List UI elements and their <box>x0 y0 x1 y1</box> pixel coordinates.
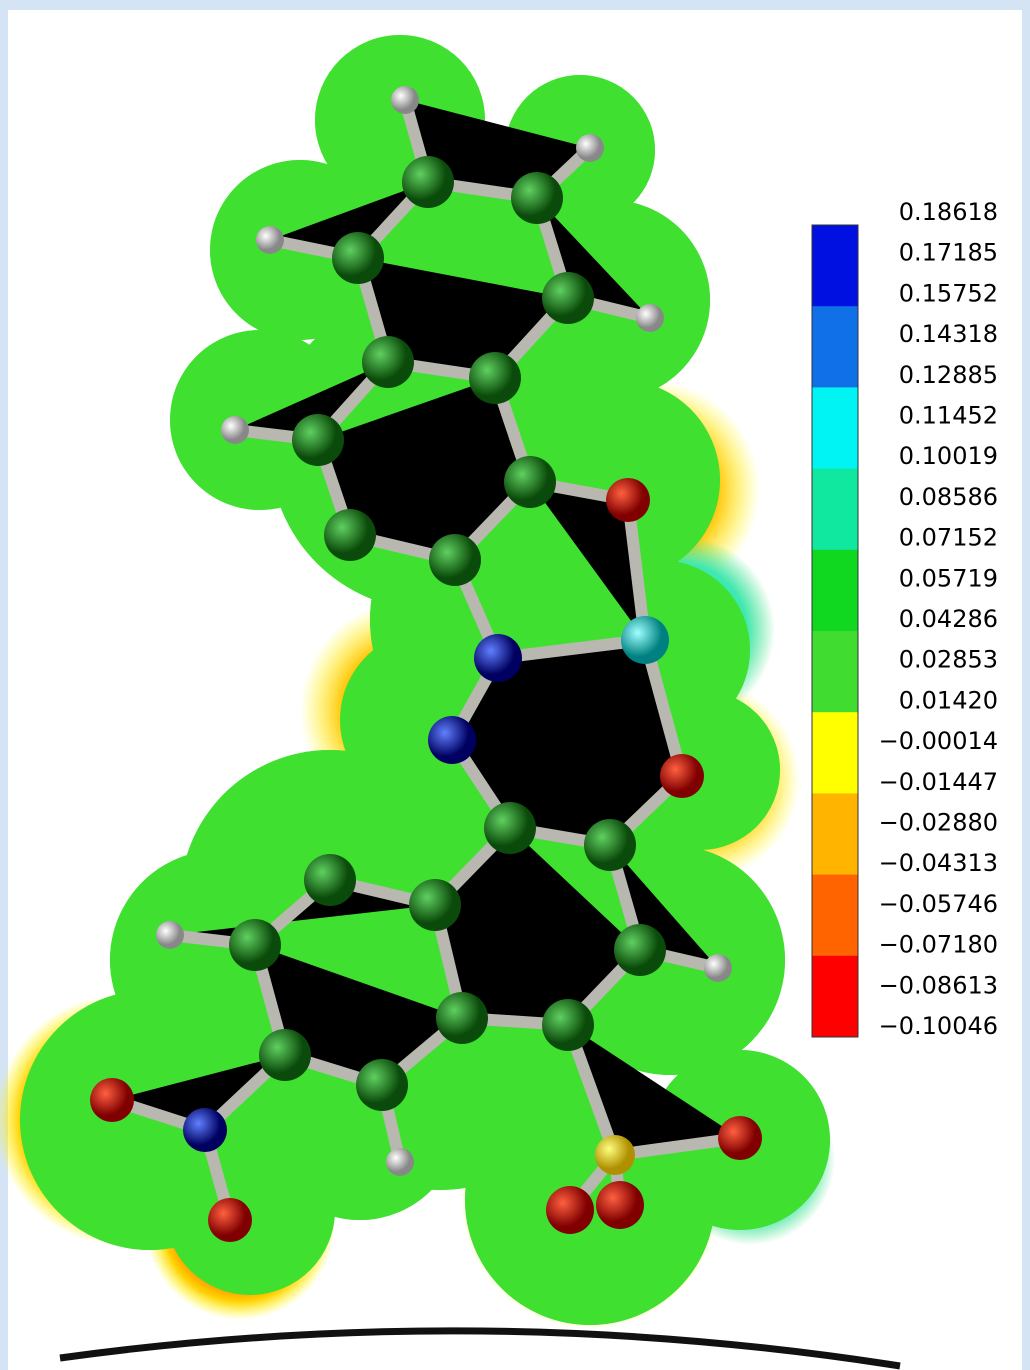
color-band <box>812 631 858 713</box>
scale-label: 0.04286 <box>899 605 998 633</box>
screenshot: 0.18618 0.17185 0.15752 0.14318 0.12885 0.114… <box>0 0 1030 1370</box>
color-band <box>812 875 858 957</box>
scale-label: 0.18618 <box>899 198 998 226</box>
scale-label: 0.01420 <box>899 686 998 714</box>
color-band <box>812 225 858 307</box>
scale-label: 0.05719 <box>899 564 998 592</box>
scale-label: −0.05746 <box>879 890 998 918</box>
color-legend: 0.18618 0.17185 0.15752 0.14318 0.12885 0.114… <box>812 198 998 1040</box>
scale-label: 0.10019 <box>899 442 998 470</box>
color-band <box>812 793 858 875</box>
scale-label: −0.08613 <box>879 971 998 999</box>
scale-label: 0.02853 <box>899 646 998 674</box>
color-band <box>812 712 858 794</box>
color-band <box>812 469 858 551</box>
color-band <box>812 306 858 388</box>
color-band <box>812 956 858 1038</box>
scale-label: −0.01447 <box>879 768 998 796</box>
scale-label: −0.00014 <box>879 727 998 755</box>
scale-label: 0.15752 <box>899 279 998 307</box>
scale-label: −0.04313 <box>879 849 998 877</box>
color-band <box>812 387 858 469</box>
scale-label: −0.07180 <box>879 931 998 959</box>
scale-label: −0.02880 <box>879 809 998 837</box>
color-band <box>812 550 858 632</box>
scale-label: 0.11452 <box>899 402 998 430</box>
scale-label: 0.17185 <box>899 239 998 267</box>
scale-label: −0.10046 <box>879 1012 998 1040</box>
scale-label: 0.12885 <box>899 361 998 389</box>
scale-label: 0.07152 <box>899 524 998 552</box>
scale-label: 0.14318 <box>899 320 998 348</box>
scale-label: 0.08586 <box>899 483 998 511</box>
